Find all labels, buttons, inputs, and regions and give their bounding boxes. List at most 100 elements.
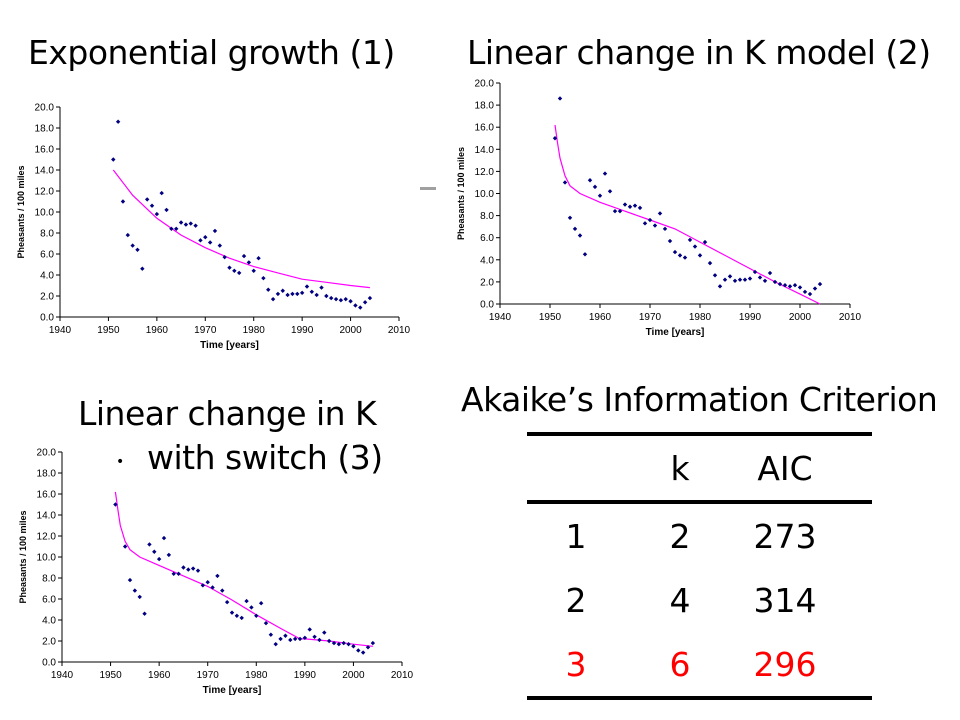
- data-point: [212, 228, 218, 234]
- data-point: [261, 275, 266, 281]
- data-point: [360, 650, 366, 655]
- data-point: [587, 178, 593, 183]
- data-point: [183, 222, 189, 227]
- data-point: [174, 226, 179, 231]
- y-tick-label: 8.0: [42, 574, 56, 585]
- data-point: [367, 295, 373, 301]
- aic-table-header-rule: [527, 500, 872, 504]
- data-point: [140, 266, 145, 271]
- data-point: [120, 199, 126, 204]
- y-tick-label: 4.0: [480, 255, 494, 266]
- data-point: [717, 284, 723, 289]
- data-point: [193, 223, 198, 228]
- y-tick-label: 16.0: [35, 145, 55, 156]
- data-point: [647, 217, 653, 223]
- data-point: [152, 549, 157, 554]
- data-point: [224, 599, 230, 605]
- data-point: [273, 641, 278, 647]
- y-tick-label: 10.0: [35, 208, 55, 219]
- data-point: [370, 640, 376, 646]
- fit-curve: [112, 169, 370, 289]
- x-axis-label: Time [years]: [646, 327, 705, 338]
- divider-mark: [420, 187, 436, 190]
- data-point: [283, 633, 288, 638]
- aic-table-row-1: 1 2 273: [527, 504, 872, 568]
- x-tick-label: 1970: [194, 325, 217, 336]
- data-point: [607, 189, 613, 194]
- data-point: [622, 202, 628, 207]
- bullet-marker: •: [116, 454, 125, 470]
- data-point: [642, 221, 648, 226]
- y-tick-label: 0.0: [42, 658, 56, 669]
- aic-table-bottom-rule: [527, 696, 872, 700]
- data-point: [142, 611, 147, 616]
- y-axis-label: Pheasants / 100 miles: [16, 165, 26, 258]
- data-point: [220, 588, 225, 593]
- data-point: [637, 205, 643, 211]
- data-point: [612, 208, 618, 214]
- data-point: [802, 289, 808, 295]
- data-point: [712, 273, 718, 278]
- data-point: [727, 274, 733, 279]
- data-point: [115, 119, 121, 124]
- aic-table-row-2: 2 4 314: [527, 568, 872, 632]
- data-point: [319, 285, 324, 290]
- data-point: [270, 296, 276, 302]
- data-point: [144, 197, 150, 202]
- data-point: [166, 552, 172, 558]
- aic-table-row-3-best: 3 6 296: [527, 632, 872, 696]
- x-tick-label: 1980: [245, 670, 268, 681]
- y-tick-label: 14.0: [37, 511, 57, 522]
- data-point: [125, 232, 130, 238]
- aic-cell-k: 2: [669, 516, 691, 556]
- x-tick-label: 2000: [789, 312, 812, 323]
- data-point: [304, 284, 310, 289]
- data-point: [266, 287, 271, 292]
- x-tick-label: 2000: [339, 325, 362, 336]
- data-point: [672, 249, 678, 255]
- data-point: [592, 184, 598, 190]
- x-tick-label: 1970: [197, 670, 220, 681]
- y-tick-label: 4.0: [40, 271, 54, 282]
- data-point: [762, 278, 768, 283]
- x-tick-label: 1990: [291, 325, 314, 336]
- x-tick-label: 1970: [639, 312, 662, 323]
- data-point: [312, 634, 317, 639]
- data-point: [567, 215, 573, 221]
- data-point: [159, 190, 164, 196]
- data-point: [353, 303, 358, 308]
- data-point: [356, 648, 361, 653]
- y-tick-label: 10.0: [37, 553, 57, 564]
- data-point: [190, 566, 196, 571]
- y-tick-label: 16.0: [475, 123, 495, 134]
- x-tick-label: 1950: [97, 325, 120, 336]
- data-point: [135, 247, 140, 252]
- data-point: [682, 255, 688, 260]
- data-point: [113, 502, 118, 507]
- data-point: [782, 283, 788, 288]
- y-tick-label: 20.0: [475, 79, 495, 90]
- x-axis-label: Time [years]: [200, 340, 259, 351]
- x-tick-label: 1940: [49, 325, 72, 336]
- data-point: [132, 588, 138, 593]
- data-point: [169, 226, 174, 231]
- aic-cell-model: 1: [565, 516, 587, 556]
- data-point: [617, 208, 623, 214]
- data-point: [258, 601, 264, 606]
- data-point: [314, 292, 319, 298]
- y-tick-label: 2.0: [40, 292, 54, 303]
- aic-header-k: k: [670, 448, 690, 488]
- data-point: [203, 235, 208, 240]
- data-point: [278, 636, 283, 642]
- data-point: [632, 203, 638, 208]
- data-point: [627, 204, 633, 209]
- data-point: [707, 260, 713, 266]
- y-tick-label: 6.0: [40, 250, 54, 261]
- data-point: [176, 571, 181, 576]
- data-point: [127, 577, 133, 583]
- data-point: [217, 243, 223, 248]
- data-point: [324, 293, 329, 299]
- y-tick-label: 2.0: [480, 277, 494, 288]
- aic-cell-aic: 296: [753, 644, 817, 684]
- title-linear-change-switch-line1: Linear change in K: [78, 394, 377, 433]
